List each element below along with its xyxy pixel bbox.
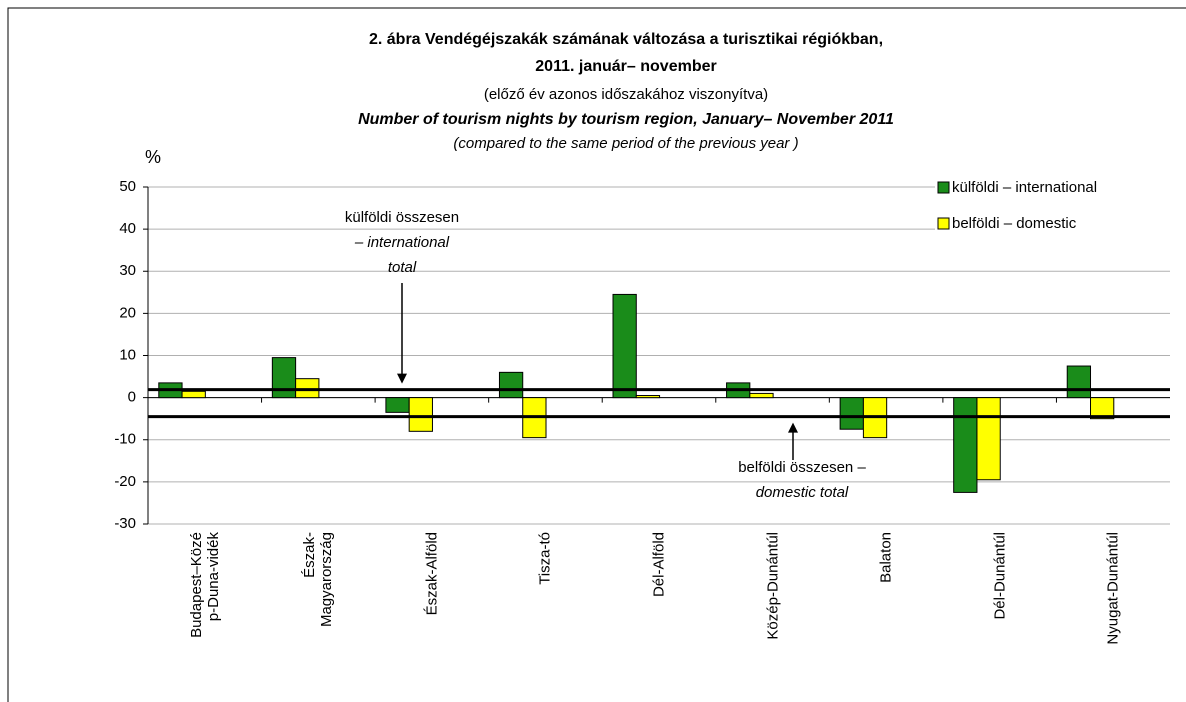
- y-tick-label: 0: [128, 389, 136, 406]
- y-tick-label: 10: [119, 346, 136, 363]
- annotation: belföldi összesen –: [738, 459, 866, 476]
- bar: [1066, 365, 1092, 399]
- legend-label: belföldi – domestic: [952, 215, 1077, 232]
- bar: [385, 397, 410, 413]
- chart-title-en: Number of tourism nights by tourism regi…: [358, 111, 894, 128]
- bar: [612, 293, 637, 399]
- legend-swatch: [937, 181, 950, 194]
- annotation: total: [388, 259, 417, 276]
- annotation: domestic total: [756, 484, 849, 501]
- x-tick-label: Észak- Magyarország: [301, 532, 336, 628]
- chart-title: 2. ábra Vendégéjszakák számának változás…: [369, 31, 883, 48]
- annotation: külföldi összesen: [345, 209, 459, 226]
- annotation: – international: [354, 234, 450, 251]
- frame: [7, 7, 1186, 702]
- y-tick-label: -20: [114, 473, 136, 490]
- y-tick-label: 20: [119, 304, 136, 321]
- x-tick-label: Közép-Dunántúl: [764, 532, 782, 640]
- chart-subtitle: (előző év azonos időszakához viszonyítva…: [484, 86, 768, 103]
- bar: [408, 397, 433, 432]
- x-tick-label: Tisza-tó: [536, 532, 554, 585]
- x-tick-label: Dél-Dunántúl: [991, 532, 1009, 620]
- y-tick-label: 50: [119, 178, 136, 195]
- x-tick-label: Észak-Alföld: [423, 532, 441, 616]
- legend-box: [935, 174, 1171, 240]
- y-axis-label: %: [145, 147, 161, 167]
- x-tick-label: Dél-Alföld: [650, 532, 668, 598]
- y-tick-label: -10: [114, 431, 136, 448]
- x-tick-label: Budapest–Közé p-Duna-vidék: [187, 532, 222, 638]
- bar: [1090, 397, 1115, 420]
- x-tick-label: Balaton: [877, 532, 895, 583]
- annotation-arrowhead: [788, 422, 798, 433]
- bar: [498, 371, 524, 399]
- bar: [749, 392, 774, 399]
- legend-swatch: [937, 217, 950, 230]
- x-tick-label: Nyugat-Dunántúl: [1104, 532, 1122, 645]
- bar: [839, 397, 864, 430]
- bar: [976, 397, 1001, 481]
- y-tick-label: 40: [119, 220, 136, 237]
- y-tick-label: 30: [119, 262, 136, 279]
- y-tick-label: -30: [114, 515, 136, 532]
- bar: [181, 390, 206, 399]
- bar: [271, 357, 297, 399]
- bar: [635, 395, 661, 399]
- bar: [953, 397, 978, 493]
- chart-subtitle-en: (compared to the same period of the prev…: [453, 135, 798, 152]
- annotation-arrowhead: [397, 373, 407, 384]
- legend-label: külföldi – international: [952, 179, 1097, 196]
- chart-title: 2011. január– november: [535, 58, 716, 75]
